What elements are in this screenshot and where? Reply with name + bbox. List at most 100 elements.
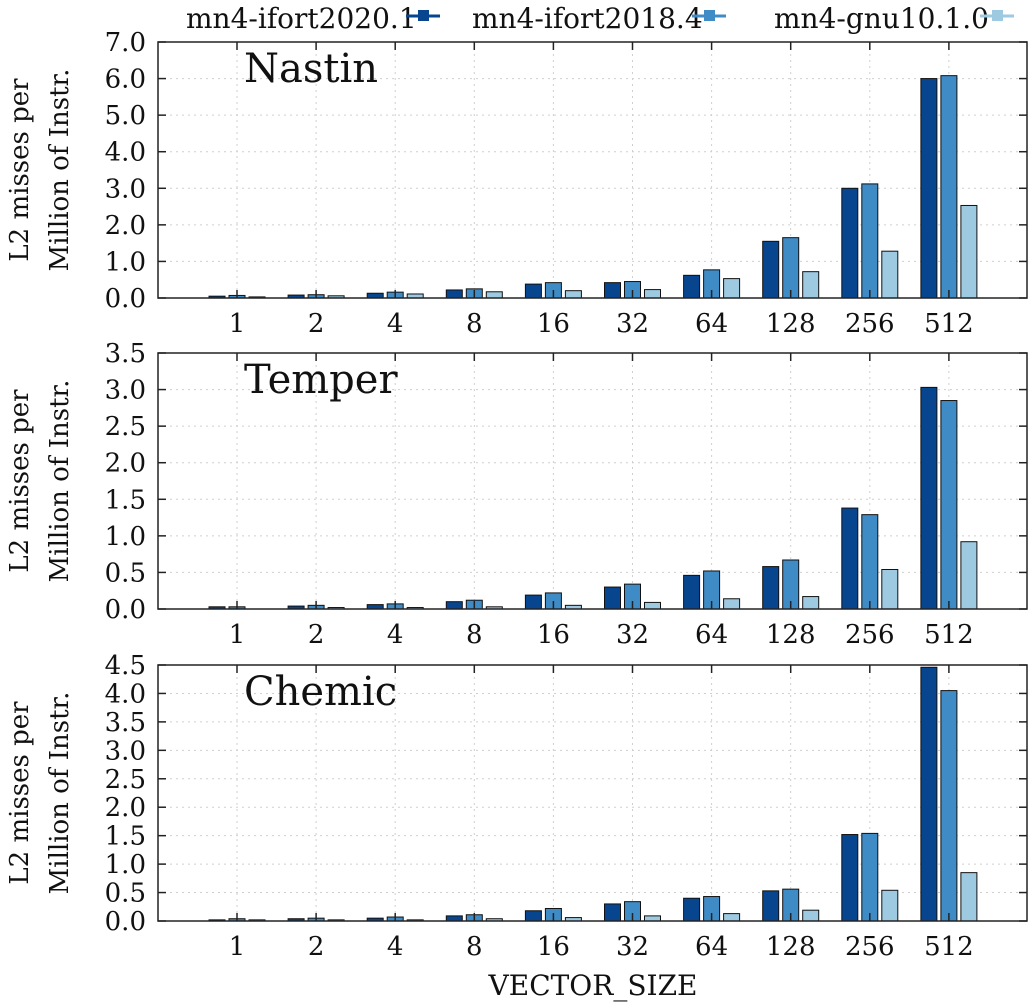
bar-nastin-mn4-gnu10.1.0-32 [644,289,661,299]
y-axis-label-line1: L2 misses per [5,701,35,885]
x-tick-label: 256 [845,309,895,339]
bar-temper-mn4-ifort2020.1-64 [683,574,701,610]
plot-frame [157,664,1028,922]
x-tick-label: 128 [766,932,816,962]
bar-temper-mn4-ifort2020.1-32 [604,586,621,610]
x-tick-label: 2 [308,309,325,339]
x-tick-label: 2 [308,932,325,962]
x-tick-label: 32 [616,309,649,339]
x-tick-label: 8 [466,309,483,339]
x-tick-label: 1 [229,309,246,339]
y-tick-label: 0.0 [105,284,146,314]
bar-chemic-mn4-gnu10.1.0-256 [881,889,899,922]
bar-chemic-mn4-ifort2020.1-512 [920,666,938,922]
bar-nastin-mn4-ifort2020.1-128 [762,240,780,299]
legend-swatch-ifort2020 [406,10,440,21]
bar-chemic-mn4-ifort2020.1-128 [762,890,780,922]
bar-nastin-mn4-ifort2018.4-512 [940,75,958,299]
plot-frame [157,352,1028,610]
x-tick-label: 8 [466,932,483,962]
y-tick-label: 1.0 [105,247,146,277]
bar-nastin-mn4-gnu10.1.0-512 [960,204,978,299]
x-tick-label: 64 [695,620,728,650]
x-tick-label: 16 [537,620,570,650]
legend-swatch-gnu10 [980,10,1014,21]
bar-chemic-mn4-ifort2020.1-256 [841,834,859,922]
x-tick-label: 8 [466,620,483,650]
x-tick-label: 64 [695,309,728,339]
bar-nastin-mn4-ifort2020.1-256 [841,187,859,299]
x-tick-label: 256 [845,932,895,962]
bar-temper-mn4-gnu10.1.0-256 [881,569,899,610]
y-tick-label: 0.5 [105,879,146,909]
panel-temper: 0.0 0.5 1.0 1.5 2.0 2.5 3.0 3.5 1 2 4 8 16 32 64 128 256… [5,339,1028,650]
bar-nastin-mn4-gnu10.1.0-256 [881,250,899,299]
y-tick-label: 0.0 [105,595,146,625]
bar-chemic-mn4-gnu10.1.0-512 [960,872,978,922]
y-tick-label: 4.0 [105,138,146,168]
y-tick-label: 0.0 [105,907,146,937]
bar-chemic-mn4-ifort2020.1-64 [683,897,701,922]
x-tick-label: 1 [229,932,246,962]
x-tick-label: 2 [308,620,325,650]
bar-temper-mn4-ifort2020.1-16 [524,594,542,610]
x-tick-label: 32 [616,932,649,962]
panel-chemic: 0.00.51.01.52.02.53.03.54.04.5 1 2 4 8 16 32 64… [5,651,1028,962]
bar-nastin-mn4-gnu10.1.0-128 [802,271,820,299]
y-tick-label: 2.5 [105,765,146,795]
x-tick-label: 128 [766,620,816,650]
bar-chemic-mn4-ifort2020.1-16 [524,910,542,922]
x-tick-label: 16 [537,932,570,962]
x-tick-label: 64 [695,932,728,962]
bar-chemic-mn4-ifort2018.4-256 [861,832,879,922]
y-axis-label-line1: L2 misses per [5,78,35,262]
x-tick-label: 32 [616,620,649,650]
x-axis-label: VECTOR_SIZE [488,969,698,1002]
x-tick-label: 4 [387,309,404,339]
legend: mn4-ifort2020.1 mn4-ifort2018.4 mn4-gnu1… [186,2,1014,35]
y-tick-label: 2.0 [105,793,146,823]
y-axis-label-line2: Million of Instr. [45,380,75,583]
x-tick-label: 4 [387,932,404,962]
x-tick-label: 512 [924,620,974,650]
bar-temper-mn4-ifort2020.1-128 [762,566,780,610]
x-tick-label: 128 [766,309,816,339]
y-tick-label: 6.0 [105,65,146,95]
legend-label-ifort2020: mn4-ifort2020.1 [186,2,417,35]
y-tick-label: 3.5 [105,708,146,738]
y-tick-label: 0.5 [105,558,146,588]
y-tick-label: 2.0 [105,449,146,479]
panel-title: Temper [244,357,398,403]
bar-temper-mn4-ifort2020.1-256 [841,507,859,610]
bar-temper-mn4-ifort2018.4-512 [940,400,958,610]
y-axis-label-line2: Million of Instr. [45,69,75,272]
legend-label-gnu10: mn4-gnu10.1.0 [774,2,989,35]
x-tick-label: 512 [924,309,974,339]
y-tick-label: 3.0 [105,736,146,766]
bar-nastin-mn4-gnu10.1.0-64 [723,278,741,299]
bar-chemic-mn4-gnu10.1.0-32 [644,915,661,922]
y-tick-label: 2.0 [105,211,146,241]
y-tick-label: 1.0 [105,850,146,880]
y-axis-label-line1: L2 misses per [5,389,35,573]
bar-chemic-mn4-ifort2020.1-8 [445,915,463,922]
bar-temper-mn4-ifort2020.1-512 [920,386,938,610]
legend-label-ifort2018: mn4-ifort2018.4 [472,2,703,35]
bar-nastin-mn4-ifort2020.1-512 [920,78,938,299]
y-tick-label: 7.0 [105,28,146,58]
bar-nastin-mn4-gnu10.1.0-8 [485,291,503,299]
y-tick-label: 5.0 [105,101,146,131]
y-axis-label-line2: Million of Instr. [45,692,75,895]
bar-chemic-mn4-gnu10.1.0-128 [802,909,820,922]
panel-nastin: 0.0 1.0 2.0 3.0 4.0 5.0 6.0 7.0 1 2 4 8 16 32 64 128 256… [5,28,1028,339]
y-tick-label: 3.5 [105,339,146,369]
bar-chemic-mn4-ifort2018.4-512 [940,690,958,922]
bar-nastin-mn4-ifort2020.1-64 [683,274,701,299]
x-tick-label: 256 [845,620,895,650]
bar-temper-mn4-gnu10.1.0-128 [802,596,820,610]
y-tick-label: 1.5 [105,485,146,515]
bar-temper-mn4-gnu10.1.0-512 [960,541,978,610]
plot-frame [157,41,1028,299]
bar-temper-mn4-gnu10.1.0-32 [644,601,661,610]
